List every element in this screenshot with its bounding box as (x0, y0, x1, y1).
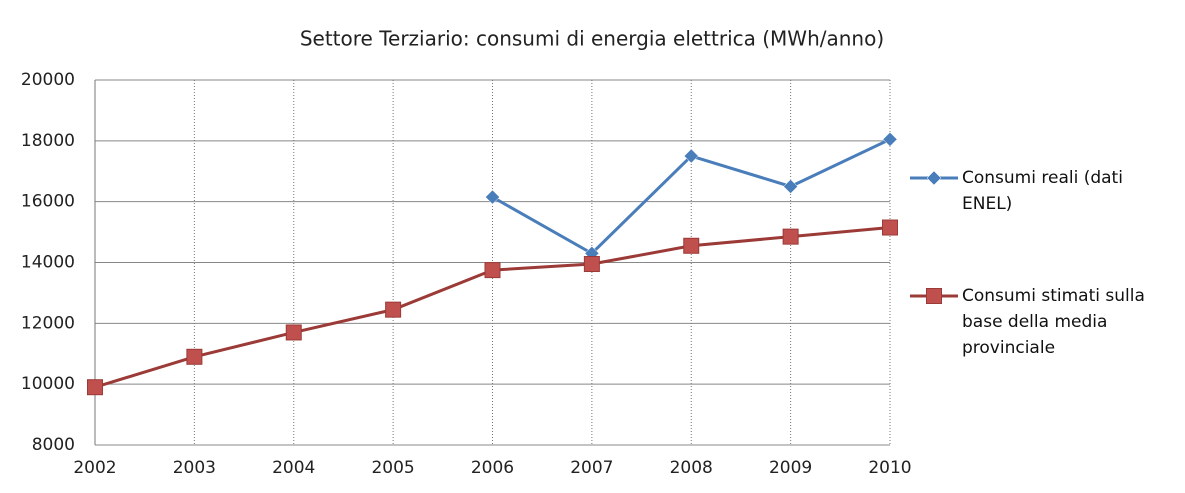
marker (882, 131, 898, 147)
chart-title: Settore Terziario: consumi di energia el… (300, 27, 884, 51)
y-tick-label: 14000 (21, 253, 75, 273)
y-tick-label: 20000 (21, 70, 75, 90)
marker (186, 348, 203, 365)
x-tick-label: 2007 (570, 458, 613, 478)
marker (926, 170, 942, 186)
x-tick-label: 2003 (173, 458, 216, 478)
marker (783, 179, 798, 194)
x-tick-label: 2004 (272, 458, 315, 478)
x-tick-label: 2006 (471, 458, 514, 478)
marker (882, 219, 898, 236)
marker (926, 288, 942, 304)
marker (285, 324, 302, 341)
y-tick-label: 16000 (21, 192, 75, 212)
x-tick-label: 2002 (73, 458, 116, 478)
y-tick-label: 18000 (21, 131, 75, 151)
marker (683, 148, 699, 164)
y-tick-label: 10000 (21, 374, 75, 394)
x-tick-label: 2005 (371, 458, 414, 478)
y-tick-label: 8000 (32, 435, 75, 455)
x-tick-label: 2009 (769, 458, 812, 478)
marker (87, 379, 103, 396)
x-tick-label: 2008 (670, 458, 713, 478)
marker (484, 262, 501, 279)
marker (782, 228, 799, 245)
marker (683, 237, 700, 254)
marker (583, 256, 600, 273)
y-tick-label: 12000 (21, 313, 75, 333)
marker (385, 301, 402, 318)
legend-label: Consumi stimati sulla base della media p… (962, 286, 1145, 358)
legend-label: Consumi reali (dati ENEL) (962, 168, 1123, 214)
marker (485, 189, 500, 205)
x-tick-label: 2010 (868, 458, 911, 478)
